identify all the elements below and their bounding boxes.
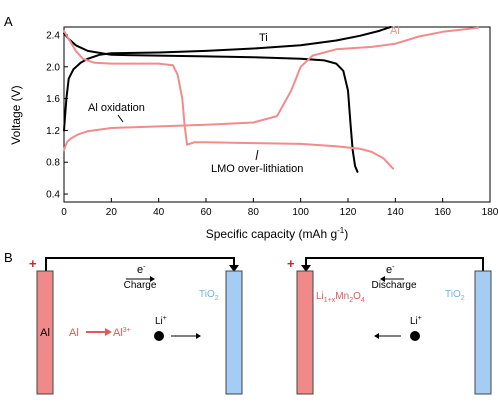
charge-tio2-electrode <box>225 270 243 395</box>
y-tick-label: 2.4 <box>46 30 60 41</box>
series-ti-curve-2 <box>63 32 359 173</box>
x-tick-label: 40 <box>153 207 165 218</box>
charge-label: Charge <box>124 280 157 291</box>
discharge-lmo-electrode <box>296 270 314 395</box>
charge-reaction-arrowhead <box>105 328 112 336</box>
x-tick-label: 180 <box>482 207 498 218</box>
discharge-circuit-wire <box>305 257 484 271</box>
discharge-label: Discharge <box>371 280 416 291</box>
discharge-lmo-label: Li1+xMn2O4 <box>316 291 365 304</box>
discharge-ion-arrowhead <box>374 333 379 339</box>
annotation-lmo-pointer <box>255 149 259 161</box>
annotation-ti: Ti <box>259 32 268 44</box>
charge-wire-arrowhead <box>229 265 239 272</box>
x-tick-label: 120 <box>340 207 357 218</box>
annotation-lmo: LMO over-lithiation <box>211 163 303 175</box>
x-axis-label: Specific capacity (mAh g-1) <box>206 226 349 241</box>
y-axis-label: Voltage (V) <box>9 85 23 144</box>
annotation-al-oxidation-pointer <box>117 114 124 123</box>
charge-schematic: + e- Charge Al TiO2 Al Al3+ Li+ <box>29 256 243 395</box>
charge-circuit-wire <box>45 257 235 271</box>
x-tick-label: 0 <box>61 207 67 218</box>
discharge-li-ion <box>410 331 420 341</box>
plot-area: 0 20 40 60 80 100 120 140 160 180 0.4 0.8 1.2 1.6 2.0… <box>46 26 498 218</box>
y-tick-label: 0.8 <box>46 158 60 169</box>
charge-reaction-product: Al3+ <box>113 327 131 339</box>
charge-al-electrode-label: Al <box>40 327 50 339</box>
discharge-wire-arrowhead <box>301 265 311 272</box>
discharge-plus-sign: + <box>287 256 295 271</box>
discharge-tio2-label: TiO2 <box>445 289 465 302</box>
charge-li-ion-label: Li+ <box>155 315 167 327</box>
charge-tio2-label: TiO2 <box>199 289 219 302</box>
charge-li-ion <box>154 331 164 341</box>
x-tick-label: 140 <box>387 207 404 218</box>
panel-label-b: B <box>4 250 13 265</box>
discharge-electron-arrowhead <box>380 276 385 282</box>
plot-frame <box>63 26 491 203</box>
annotation-al-oxidation: Al oxidation <box>88 102 145 114</box>
x-tick-label: 80 <box>248 207 260 218</box>
charge-reaction-reactant: Al <box>69 327 79 339</box>
annotation-al: Al <box>390 25 400 37</box>
x-axis: 0 20 40 60 80 100 120 140 160 180 <box>61 198 498 218</box>
x-tick-label: 160 <box>434 207 451 218</box>
series-al-curve-2 <box>63 30 394 170</box>
x-tick-label: 60 <box>200 207 212 218</box>
charge-electron-arrowhead <box>150 276 155 282</box>
series-ti-curve-1 <box>63 26 392 132</box>
series-al-curve-1 <box>63 26 480 152</box>
discharge-electron-label: e- <box>386 264 395 276</box>
charge-plus-sign: + <box>29 256 37 271</box>
x-tick-label: 100 <box>292 207 309 218</box>
discharge-li-ion-label: Li+ <box>410 315 422 327</box>
discharge-schematic: + e- Discharge Li1+xMn2O4 TiO2 Li+ <box>287 256 492 395</box>
series-lines <box>63 26 480 173</box>
x-tick-label: 20 <box>106 207 118 218</box>
panel-label-a: A <box>4 14 13 29</box>
y-tick-label: 2.0 <box>46 62 60 73</box>
discharge-tio2-electrode <box>474 270 492 395</box>
charge-electron-label: e- <box>137 264 146 276</box>
y-axis: 0.4 0.8 1.2 1.6 2.0 2.4 <box>46 30 68 201</box>
y-tick-label: 1.2 <box>46 126 60 137</box>
charge-al-electrode <box>36 270 54 395</box>
y-tick-label: 1.6 <box>46 94 60 105</box>
y-tick-label: 0.4 <box>46 190 60 201</box>
charge-ion-arrowhead <box>196 333 201 339</box>
